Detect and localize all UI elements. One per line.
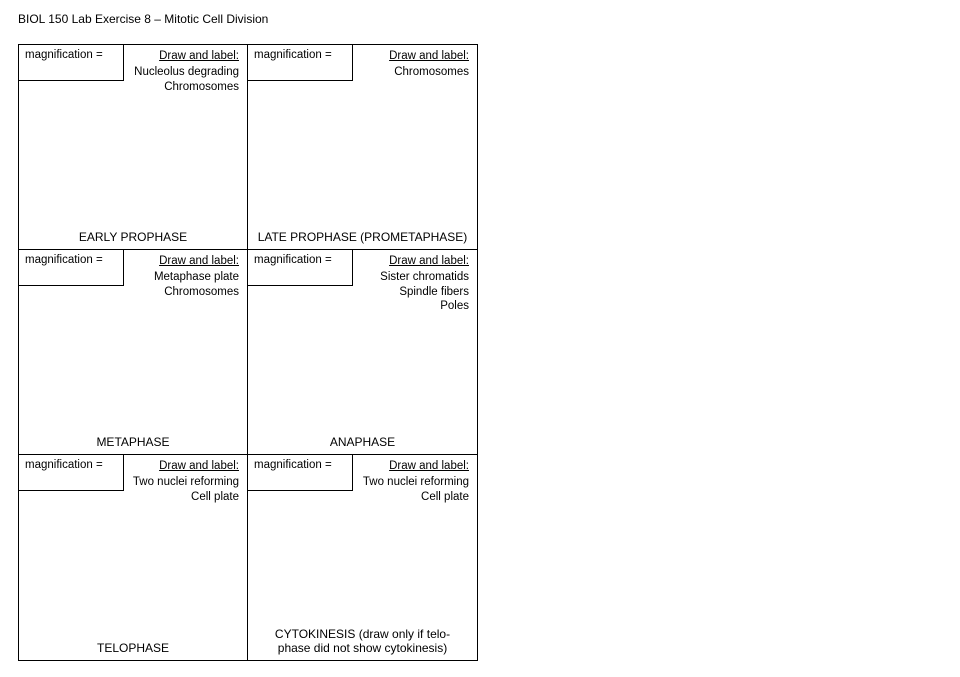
cell-early-prophase: magnification = Draw and label: Nucleolu…	[19, 45, 248, 249]
cell-late-prophase: magnification = Draw and label: Chromoso…	[248, 45, 477, 249]
draw-item: Chromosomes	[164, 286, 239, 298]
phase-label: CYTOKINESIS (draw only if telo- phase di…	[248, 628, 477, 656]
draw-item: Cell plate	[421, 491, 469, 503]
draw-item: Spindle fibers	[399, 286, 469, 298]
draw-item: Metaphase plate	[154, 271, 239, 283]
magnification-label: magnification =	[25, 254, 103, 266]
draw-label-block: Draw and label: Two nuclei reforming Cel…	[363, 459, 469, 504]
draw-label-block: Draw and label: Nucleolus degrading Chro…	[134, 49, 239, 94]
magnification-box: magnification =	[248, 250, 353, 286]
draw-label-head: Draw and label:	[380, 254, 469, 268]
draw-item: Two nuclei reforming	[133, 476, 239, 488]
magnification-label: magnification =	[25, 49, 103, 61]
worksheet-page: BIOL 150 Lab Exercise 8 – Mitotic Cell D…	[0, 0, 960, 677]
cell-metaphase: magnification = Draw and label: Metaphas…	[19, 250, 248, 454]
draw-item: Chromosomes	[394, 66, 469, 78]
cell-anaphase: magnification = Draw and label: Sister c…	[248, 250, 477, 454]
draw-label-head: Draw and label:	[133, 459, 239, 473]
magnification-label: magnification =	[254, 254, 332, 266]
phase-label: TELOPHASE	[19, 642, 247, 656]
magnification-box: magnification =	[248, 45, 353, 81]
draw-item: Cell plate	[191, 491, 239, 503]
cell-cytokinesis: magnification = Draw and label: Two nucl…	[248, 455, 477, 660]
magnification-box: magnification =	[19, 250, 124, 286]
draw-item: Chromosomes	[164, 81, 239, 93]
magnification-label: magnification =	[254, 459, 332, 471]
grid-row: magnification = Draw and label: Two nucl…	[19, 455, 477, 660]
phase-label: LATE PROPHASE (PROMETAPHASE)	[248, 231, 477, 245]
draw-label-block: Draw and label: Two nuclei reforming Cel…	[133, 459, 239, 504]
grid-row: magnification = Draw and label: Metaphas…	[19, 250, 477, 455]
magnification-label: magnification =	[25, 459, 103, 471]
draw-label-head: Draw and label:	[134, 49, 239, 63]
draw-item: Poles	[440, 300, 469, 312]
phase-label: EARLY PROPHASE	[19, 231, 247, 245]
draw-item: Sister chromatids	[380, 271, 469, 283]
phase-label: METAPHASE	[19, 436, 247, 450]
draw-item: Nucleolus degrading	[134, 66, 239, 78]
magnification-box: magnification =	[248, 455, 353, 491]
draw-label-head: Draw and label:	[389, 49, 469, 63]
draw-item: Two nuclei reforming	[363, 476, 469, 488]
draw-label-block: Draw and label: Sister chromatids Spindl…	[380, 254, 469, 314]
page-header: BIOL 150 Lab Exercise 8 – Mitotic Cell D…	[18, 12, 942, 26]
worksheet-grid: magnification = Draw and label: Nucleolu…	[18, 44, 478, 661]
draw-label-head: Draw and label:	[154, 254, 239, 268]
magnification-label: magnification =	[254, 49, 332, 61]
draw-label-block: Draw and label: Chromosomes	[389, 49, 469, 80]
magnification-box: magnification =	[19, 455, 124, 491]
grid-row: magnification = Draw and label: Nucleolu…	[19, 45, 477, 250]
cell-telophase: magnification = Draw and label: Two nucl…	[19, 455, 248, 660]
draw-label-head: Draw and label:	[363, 459, 469, 473]
draw-label-block: Draw and label: Metaphase plate Chromoso…	[154, 254, 239, 299]
phase-label: ANAPHASE	[248, 436, 477, 450]
magnification-box: magnification =	[19, 45, 124, 81]
